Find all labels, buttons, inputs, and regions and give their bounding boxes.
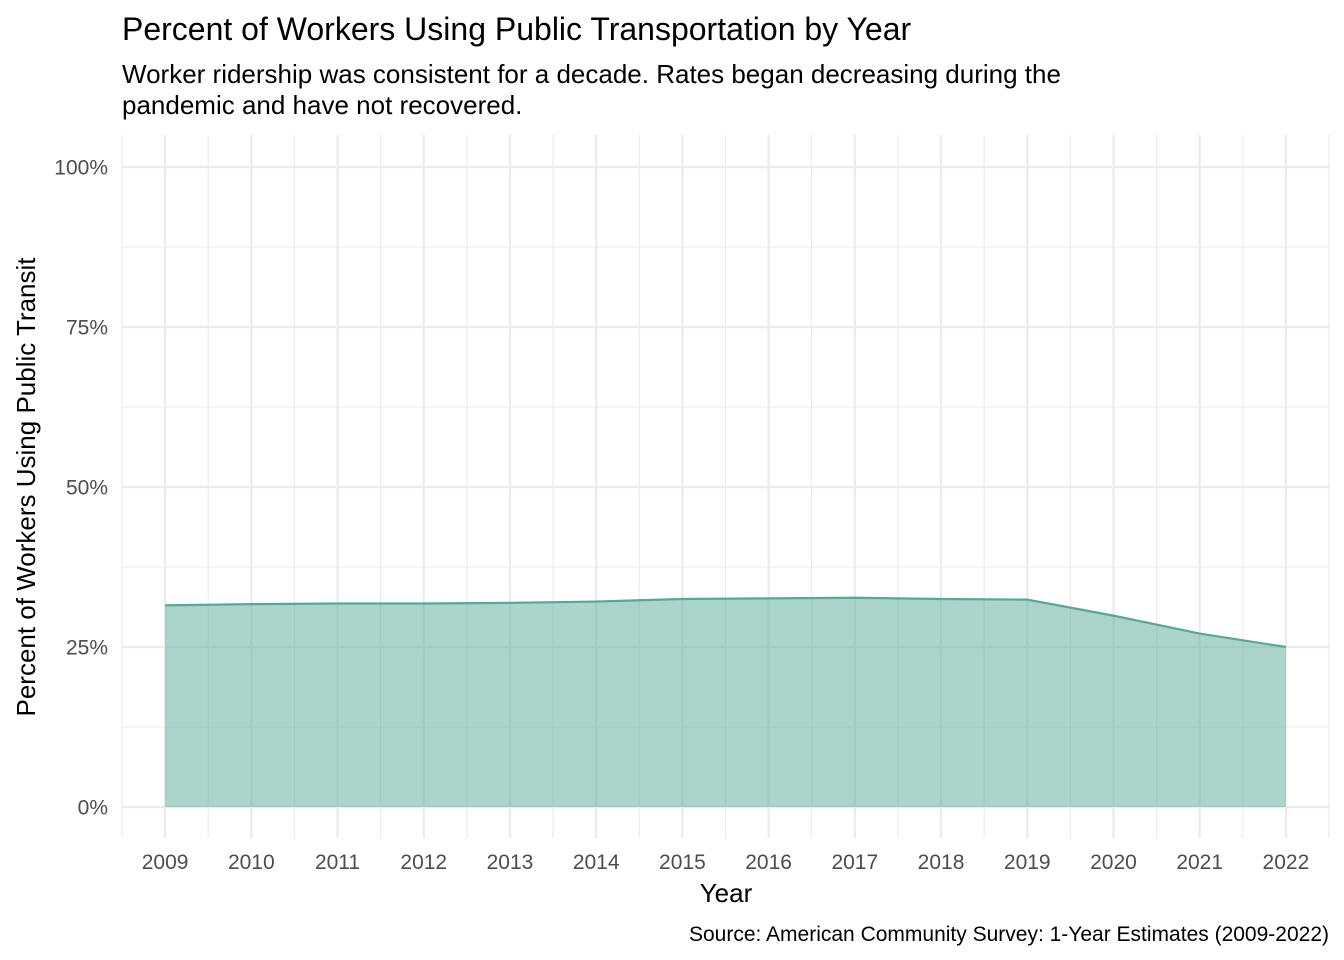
chart-subtitle-line-1: Worker ridership was consistent for a de… (122, 59, 1061, 89)
y-tick-label: 50% (66, 477, 108, 500)
x-tick-label: 2011 (315, 851, 360, 874)
x-tick-labels: 2009 2010 2011 2012 2013 2014 2015 2016 2017 2018… (142, 851, 1310, 874)
x-tick-label: 2009 (142, 851, 189, 874)
x-tick-label: 2014 (573, 851, 620, 874)
x-tick-label: 2021 (1176, 851, 1223, 874)
y-tick-label: 75% (66, 317, 108, 340)
area-layer (165, 596, 1287, 807)
x-tick-label: 2017 (831, 851, 878, 874)
y-axis-title: Percent of Workers Using Public Transit (11, 257, 41, 717)
x-tick-label: 2012 (400, 851, 447, 874)
y-tick-label: 100% (54, 157, 108, 180)
x-tick-label: 2022 (1263, 851, 1310, 874)
series-line (165, 596, 1287, 649)
x-tick-label: 2020 (1090, 851, 1137, 874)
y-tick-label: 25% (66, 637, 108, 660)
chart-subtitle-line-2: pandemic and have not recovered. (122, 90, 522, 120)
x-axis-title: Year (700, 878, 753, 908)
chart-title: Percent of Workers Using Public Transpor… (122, 11, 911, 47)
x-tick-label: 2015 (659, 851, 706, 874)
y-tick-labels: 0% 25% 50% 75% 100% (54, 157, 108, 820)
area-fill (165, 597, 1286, 807)
x-tick-label: 2010 (228, 851, 275, 874)
y-tick-label: 0% (78, 797, 108, 820)
x-tick-label: 2018 (918, 851, 965, 874)
x-tick-label: 2016 (745, 851, 792, 874)
chart-caption: Source: American Community Survey: 1-Yea… (689, 923, 1329, 946)
x-tick-label: 2019 (1004, 851, 1051, 874)
x-tick-label: 2013 (487, 851, 534, 874)
